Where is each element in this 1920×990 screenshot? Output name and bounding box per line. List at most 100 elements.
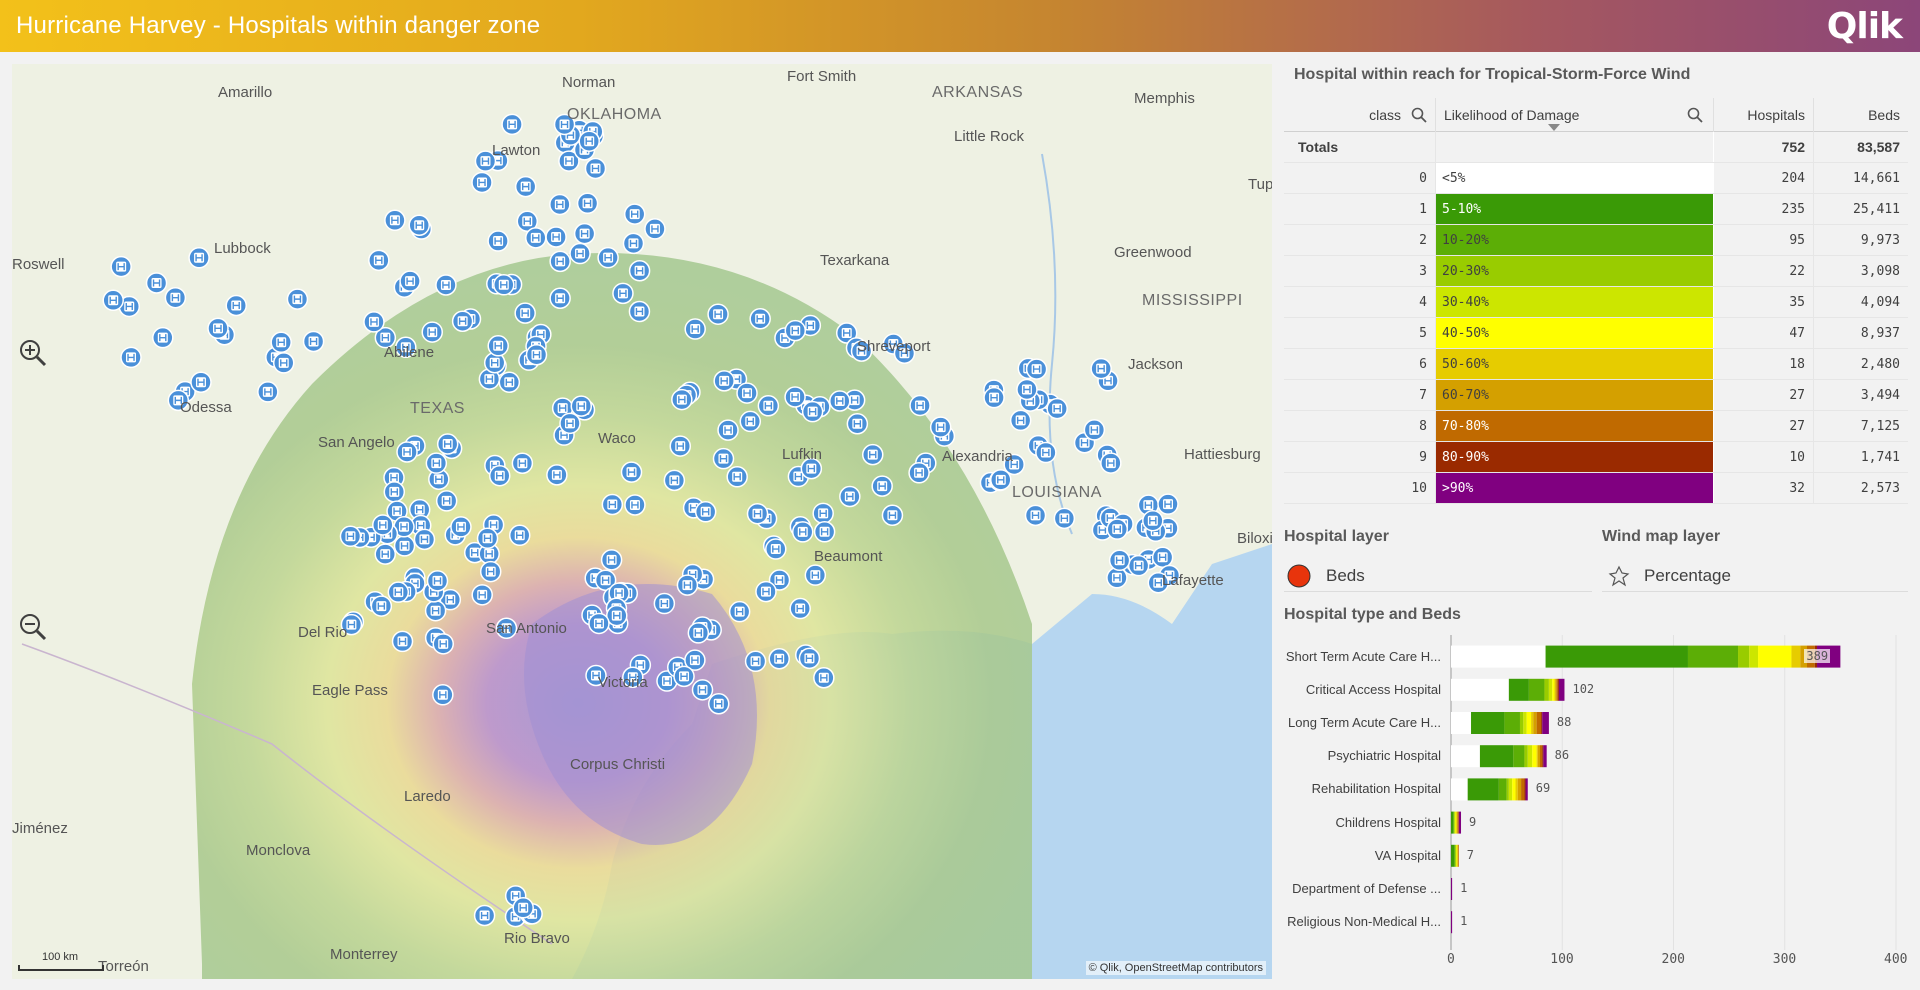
bar-segment[interactable]	[1467, 778, 1499, 801]
hospital-marker[interactable]	[421, 321, 443, 343]
hospital-marker[interactable]	[1147, 572, 1170, 594]
hospital-marker[interactable]	[606, 604, 628, 627]
bar-segment[interactable]	[1504, 712, 1520, 734]
bar-segment[interactable]	[1451, 645, 1546, 668]
hospital-marker[interactable]	[789, 597, 811, 620]
hospital-marker[interactable]	[451, 310, 474, 332]
table-row[interactable]: 0 <5% 204 14,661	[1284, 163, 1908, 194]
hospital-marker[interactable]	[600, 549, 623, 571]
bar-segment[interactable]	[1544, 678, 1549, 701]
hospital-marker[interactable]	[623, 203, 646, 225]
hospital-marker[interactable]	[383, 481, 406, 503]
hospital-marker[interactable]	[813, 521, 836, 543]
bar-segment[interactable]	[1453, 811, 1455, 834]
hospital-marker[interactable]	[909, 394, 931, 417]
bar-segment[interactable]	[1533, 712, 1537, 734]
hospital-marker[interactable]	[673, 665, 695, 688]
hospital-marker[interactable]	[1090, 357, 1112, 380]
bar-segment[interactable]	[1458, 811, 1462, 834]
bar-segment[interactable]	[1525, 778, 1528, 801]
hospital-marker[interactable]	[1035, 441, 1057, 464]
table-row[interactable]: 2 10-20% 95 9,973	[1284, 225, 1908, 256]
hospital-marker[interactable]	[1142, 509, 1164, 532]
hospital-marker[interactable]	[746, 502, 769, 525]
bar-segment[interactable]	[1451, 844, 1455, 867]
bar-segment[interactable]	[1800, 645, 1807, 668]
hospital-marker[interactable]	[474, 150, 497, 172]
hospital-marker[interactable]	[514, 175, 537, 198]
hospital-marker[interactable]	[765, 538, 787, 560]
hospital-marker[interactable]	[225, 294, 247, 317]
bar-segment[interactable]	[1528, 678, 1545, 701]
bar-segment[interactable]	[1506, 778, 1509, 801]
bar-segment[interactable]	[1548, 678, 1553, 701]
bar-segment[interactable]	[1527, 745, 1533, 768]
hospital-marker[interactable]	[1108, 549, 1131, 572]
bar-segment[interactable]	[1457, 811, 1459, 834]
hospital-marker[interactable]	[684, 318, 706, 340]
hospital-marker[interactable]	[1025, 358, 1048, 380]
hospital-marker[interactable]	[893, 342, 916, 364]
qlik-logo[interactable]: Qlik	[1826, 6, 1903, 47]
hospital-marker[interactable]	[1151, 546, 1174, 569]
bar-segment[interactable]	[1758, 645, 1792, 668]
bar-segment[interactable]	[1508, 678, 1529, 701]
hospital-marker[interactable]	[835, 322, 858, 344]
hospital-marker[interactable]	[391, 630, 414, 653]
hospital-marker[interactable]	[801, 400, 824, 423]
hospital-marker[interactable]	[549, 250, 571, 273]
table-row[interactable]: 7 60-70% 27 3,494	[1284, 380, 1908, 411]
hospital-marker[interactable]	[1100, 452, 1122, 474]
hospital-marker[interactable]	[482, 514, 505, 536]
hospital-marker[interactable]	[628, 300, 651, 323]
hospital-marker[interactable]	[628, 259, 651, 282]
hospital-marker[interactable]	[558, 150, 580, 172]
bar-segment[interactable]	[1524, 778, 1526, 801]
hospital-marker[interactable]	[622, 232, 645, 255]
hospital-marker[interactable]	[839, 485, 861, 508]
hospital-marker[interactable]	[370, 595, 393, 617]
zoom-in-button[interactable]	[18, 338, 48, 368]
hospital-marker[interactable]	[395, 336, 417, 359]
hospital-marker[interactable]	[1046, 397, 1068, 420]
hospital-marker[interactable]	[302, 330, 325, 353]
hospital-marker[interactable]	[812, 502, 834, 525]
bar-segment[interactable]	[1526, 712, 1532, 734]
bar-segment[interactable]	[1556, 678, 1558, 701]
hospital-marker[interactable]	[479, 560, 502, 583]
hospital-marker[interactable]	[387, 581, 410, 603]
hospital-marker[interactable]	[850, 340, 873, 362]
hospital-marker[interactable]	[578, 130, 600, 152]
hospital-marker[interactable]	[684, 649, 706, 671]
bar-segment[interactable]	[1455, 844, 1457, 867]
hospital-marker[interactable]	[487, 335, 509, 357]
bar-segment[interactable]	[1451, 878, 1453, 900]
hospital-marker[interactable]	[110, 255, 132, 278]
bar-segment[interactable]	[1454, 811, 1456, 834]
hospital-marker[interactable]	[272, 352, 295, 374]
hospital-marker[interactable]	[736, 382, 758, 404]
bar-segment[interactable]	[1451, 712, 1472, 734]
hospital-marker[interactable]	[432, 633, 454, 655]
table-row[interactable]: 8 70-80% 27 7,125	[1284, 411, 1908, 442]
hospital-marker[interactable]	[489, 464, 511, 487]
hospital-marker[interactable]	[436, 433, 459, 455]
hospital-marker[interactable]	[768, 647, 790, 670]
hospital-marker[interactable]	[653, 592, 676, 615]
hospital-marker[interactable]	[881, 504, 904, 527]
hospital-marker[interactable]	[717, 419, 739, 441]
map-attribution[interactable]: © Qlik, OpenStreetMap contributors	[1085, 961, 1266, 975]
hospital-marker[interactable]	[190, 371, 212, 393]
hospital-marker[interactable]	[871, 475, 893, 497]
hospital-marker[interactable]	[372, 514, 394, 536]
hospital-marker[interactable]	[804, 564, 827, 586]
hospital-marker[interactable]	[374, 326, 397, 349]
hospital-marker[interactable]	[525, 343, 548, 366]
hospital-marker[interactable]	[990, 469, 1012, 491]
hospital-marker[interactable]	[570, 395, 593, 417]
hospital-marker[interactable]	[426, 570, 449, 592]
hospital-marker[interactable]	[757, 395, 780, 417]
zoom-out-button[interactable]	[18, 612, 48, 642]
sort-descending-icon[interactable]	[1548, 123, 1560, 131]
hospital-marker[interactable]	[152, 326, 174, 349]
